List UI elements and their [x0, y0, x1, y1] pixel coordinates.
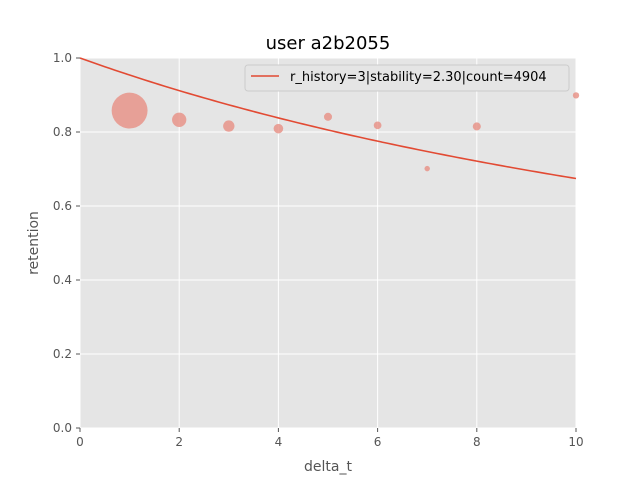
y-tick-label: 0.0 — [53, 421, 72, 435]
scatter-points — [111, 92, 580, 172]
x-tick-label: 2 — [175, 435, 183, 449]
data-point — [172, 112, 187, 127]
x-tick-label: 8 — [473, 435, 481, 449]
data-point — [273, 123, 284, 134]
x-tick-label: 4 — [275, 435, 283, 449]
data-point — [223, 120, 235, 132]
legend-box — [244, 64, 570, 92]
data-point — [323, 112, 333, 121]
x-tick-label: 0 — [76, 435, 84, 449]
x-tick-label: 6 — [374, 435, 382, 449]
data-point — [111, 92, 148, 129]
fitted-curve — [79, 57, 577, 180]
data-point — [373, 121, 382, 130]
y-tick-label: 0.6 — [53, 199, 72, 213]
curve-line — [79, 57, 577, 180]
data-point — [424, 165, 430, 172]
x-tick-label: 10 — [568, 435, 583, 449]
grid-lines — [79, 57, 577, 429]
legend: r_history=3|stability=2.30|count=4904 — [244, 64, 570, 92]
chart-title: user a2b2055 — [266, 33, 391, 54]
y-tick-label: 0.4 — [53, 273, 72, 287]
data-point — [572, 92, 580, 99]
y-tick-label: 1.0 — [53, 51, 72, 65]
y-tick-label: 0.8 — [53, 125, 72, 139]
x-axis-label: delta_t — [304, 459, 352, 475]
axis-ticks: 0 2 4 6 8 10 0.0 0.2 0.4 0.6 0.8 1.0 — [53, 51, 584, 449]
y-axis-label: retention — [26, 211, 42, 275]
data-point — [472, 122, 481, 131]
legend-label: r_history=3|stability=2.30|count=4904 — [290, 70, 547, 85]
y-tick-label: 0.2 — [53, 347, 72, 361]
